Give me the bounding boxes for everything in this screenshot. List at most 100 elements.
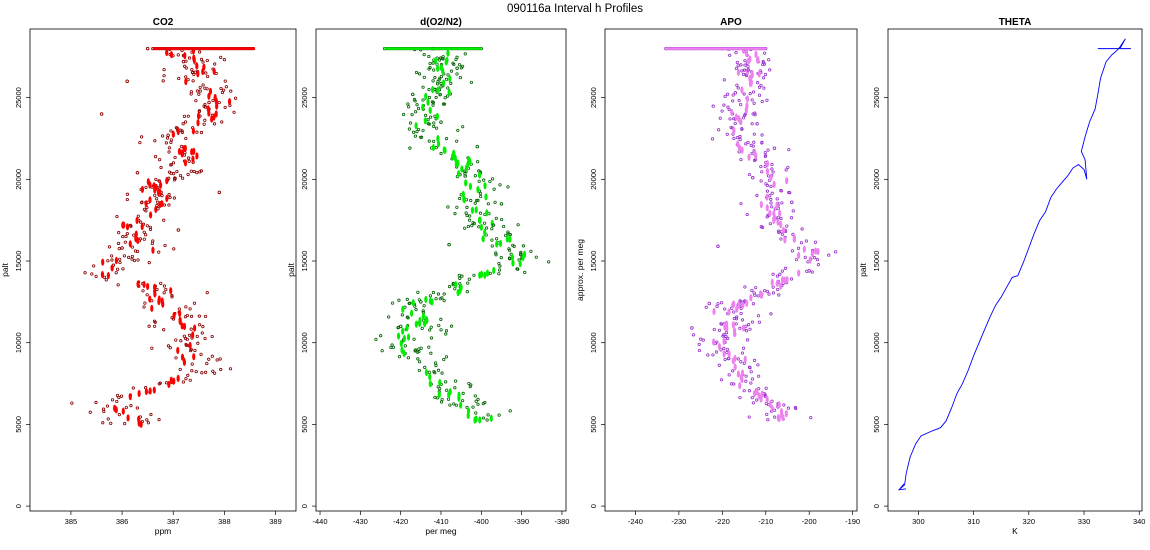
data-point [178,173,183,178]
data-point [739,102,743,107]
data-point [203,336,207,341]
dense-cluster [760,390,764,398]
x-tick-label: -230 [671,517,686,526]
data-point [724,331,729,335]
data-point [760,170,764,174]
data-point [434,363,438,368]
data-point [182,114,186,118]
dense-cluster [456,159,460,167]
data-point [444,329,449,333]
data-point [454,379,458,383]
data-point [529,249,533,253]
dense-cluster [405,324,409,332]
panel-title: d(O2/N2) [420,17,462,28]
dense-cluster [498,239,503,248]
data-point [155,203,159,208]
data-point [486,413,490,417]
data-point [725,347,730,352]
dense-cluster [448,388,452,396]
data-point [166,133,170,137]
data-point [733,90,738,95]
data-point [756,294,760,298]
data-point [459,66,463,70]
data-point [196,341,200,345]
panel-title: CO2 [153,17,174,28]
dense-cluster [177,147,182,156]
dense-cluster [777,401,781,409]
data-point [432,121,436,125]
dense-cluster [140,222,144,231]
data-point [777,293,781,297]
dense-cluster [196,119,200,127]
data-point [117,413,121,417]
data-point [414,308,418,312]
data-point [755,81,760,85]
theta-line [898,38,1126,491]
data-point [747,389,752,393]
dense-cluster [433,57,438,65]
data-point [414,110,418,114]
data-point [205,87,209,91]
dense-cluster [759,201,763,209]
dense-cluster [136,280,140,288]
data-point [118,260,122,265]
data-point [442,299,446,303]
dense-cluster [183,159,188,167]
data-point [197,314,201,318]
data-point [162,67,166,72]
dense-cluster [126,414,130,422]
data-point [387,315,391,319]
dense-cluster [148,196,152,204]
dense-cluster [717,342,722,351]
data-point [407,105,411,109]
data-point [750,151,754,156]
data-point [119,394,124,398]
dense-cluster [121,407,125,415]
data-point [440,371,444,375]
data-point [164,287,168,292]
data-point [767,292,771,296]
dense-cluster [442,146,446,154]
data-point [183,315,188,319]
y-tick-label: 25000 [589,87,598,108]
data-point [153,193,157,197]
data-point [722,333,726,337]
dense-cluster [428,297,433,305]
data-point [153,139,157,143]
data-point [195,89,200,93]
data-point [427,54,431,59]
data-point [434,146,438,150]
data-point [519,250,523,254]
data-point [205,361,209,366]
dense-cluster [418,319,422,327]
data-point [412,337,416,341]
data-point [719,301,724,305]
data-point [169,163,173,167]
data-point [495,237,499,241]
data-point [735,83,739,87]
data-point [739,360,743,364]
dense-cluster [757,70,761,78]
data-point [416,357,420,361]
data-point [199,130,204,135]
data-point [102,409,106,414]
data-point [473,201,477,205]
dense-cluster [483,271,487,279]
data-point [220,90,225,95]
data-point [735,315,739,319]
dense-cluster [180,353,185,361]
data-point [144,209,148,213]
data-point [734,66,738,71]
data-point [497,268,502,272]
dense-cluster [479,223,483,231]
data-point [757,374,761,378]
data-point [94,274,98,278]
dense-cluster [477,216,482,224]
data-point [497,272,501,276]
data-point [749,370,753,374]
data-point [397,355,402,359]
data-point [447,285,452,289]
dense-cluster [106,271,110,280]
data-point [743,58,747,63]
